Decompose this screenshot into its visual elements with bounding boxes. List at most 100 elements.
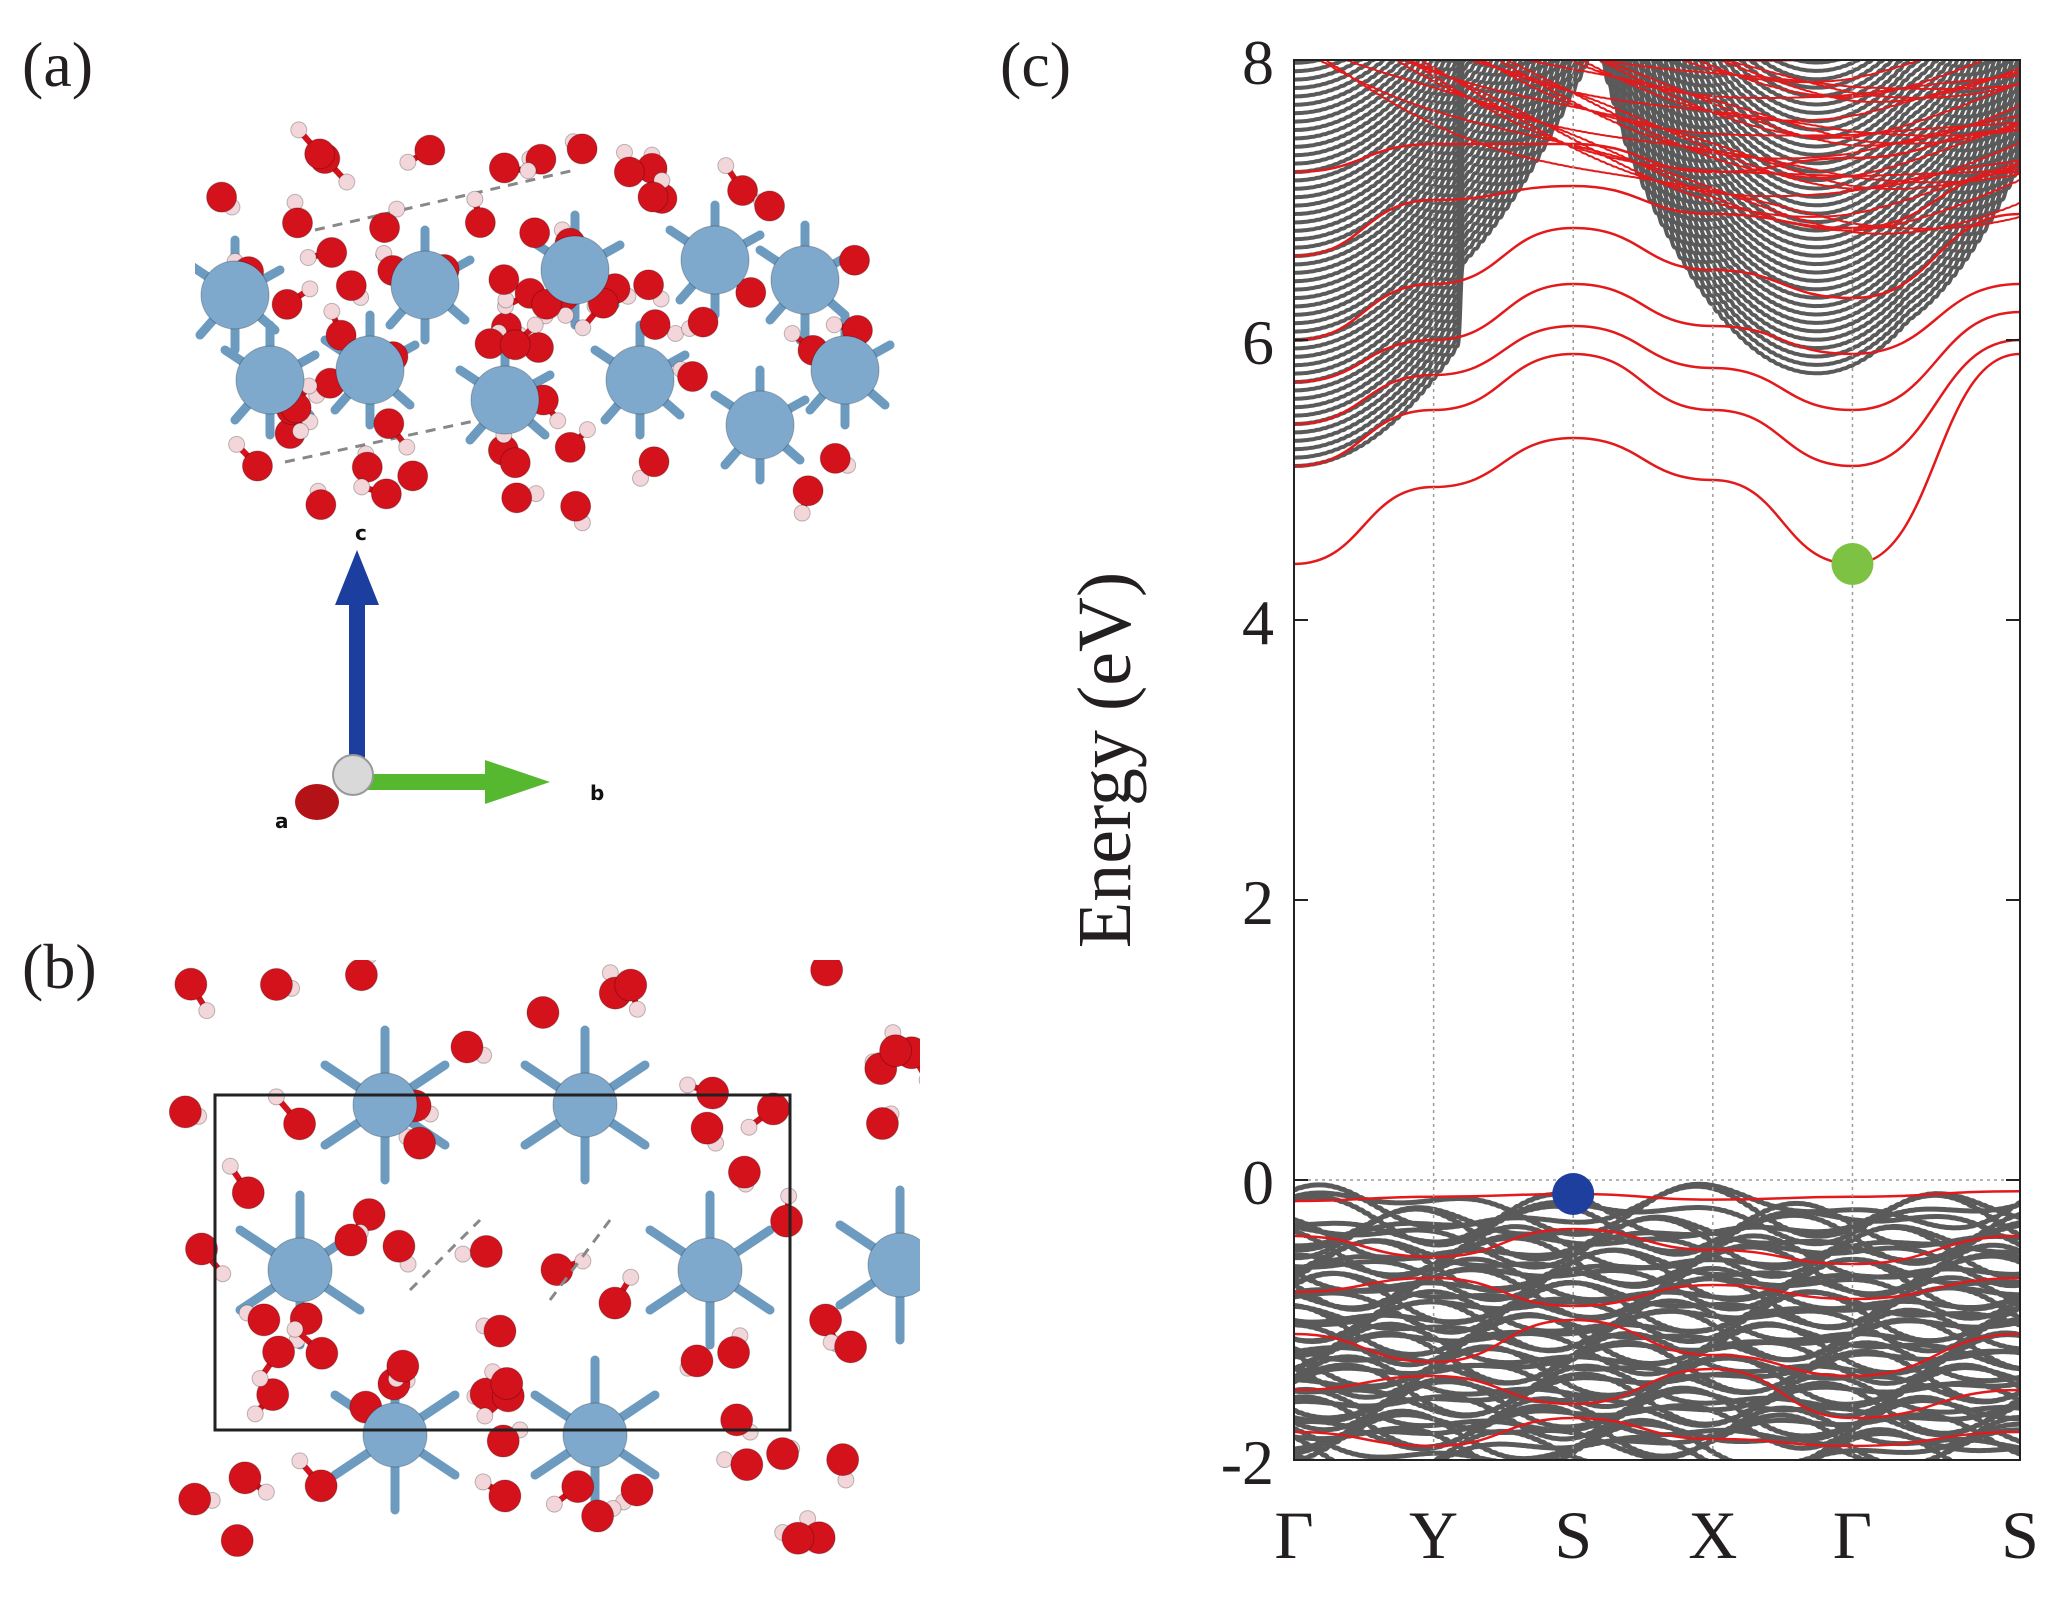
- k-point-label: Γ: [1833, 1497, 1872, 1573]
- y-tick-label: 6: [1242, 307, 1274, 378]
- structure-side-view: [195, 121, 895, 532]
- slab-conduction-band: [1294, 0, 2020, 21]
- oxygen-atom: [283, 1107, 317, 1141]
- hydrogen-atom: [301, 280, 319, 298]
- defect-conduction-band: [1476, 60, 2020, 137]
- oxygen-atom: [637, 181, 669, 213]
- oxygen-atom: [613, 156, 645, 188]
- hydrogen-atom: [198, 1002, 216, 1020]
- defect-conduction-band: [1716, 60, 2020, 103]
- hydrogen-atom: [338, 173, 356, 191]
- slab-conduction-band: [1294, 60, 2002, 326]
- slab-conduction-band: [1294, 60, 1940, 233]
- slab-conduction-band: [1294, 0, 2020, 54]
- hydrogen-atom: [398, 438, 416, 456]
- hydrogen-atom: [267, 1088, 285, 1106]
- hydrogen-atom: [574, 1252, 592, 1270]
- oxygen-atom: [247, 1303, 281, 1337]
- defect-conduction-band: [1580, 60, 2020, 122]
- metal-atom: [362, 1402, 428, 1468]
- slab-valence-band: [1294, 1267, 2020, 1322]
- oxygen-atom: [690, 1111, 724, 1145]
- metal-atom: [390, 250, 460, 320]
- hydrogen-atom: [292, 422, 310, 440]
- defect-conduction-band: [1481, 60, 2020, 137]
- y-tick-label: -2: [1221, 1427, 1274, 1498]
- hydrogen-atom: [622, 1268, 640, 1286]
- metal-atom: [235, 345, 305, 415]
- defect-valence-band: [1294, 1189, 2020, 1203]
- oxygen-atom: [680, 1344, 714, 1378]
- oxygen-atom: [262, 1335, 296, 1369]
- defect-conduction-band: [1294, 170, 2020, 258]
- hydrogen-atom: [221, 1157, 239, 1175]
- oxygen-atom: [730, 1448, 764, 1482]
- axis-c-arrowhead: [335, 550, 379, 605]
- oxygen-atom: [369, 212, 401, 244]
- oxygen-atom: [352, 1198, 386, 1232]
- slab-valence-band: [1294, 1242, 2020, 1303]
- oxygen-atom: [499, 329, 531, 361]
- defect-conduction-band: [1465, 60, 2020, 190]
- structure-top-view: [168, 960, 920, 1558]
- oxygen-atom: [727, 175, 759, 207]
- k-point-label: X: [1688, 1497, 1737, 1573]
- oxygen-atom: [490, 1366, 524, 1400]
- oxygen-atom: [397, 460, 429, 492]
- oxygen-atom: [403, 1126, 437, 1160]
- oxygen-atom: [560, 490, 592, 522]
- oxygen-atom: [781, 1521, 815, 1555]
- oxygen-atom: [185, 1232, 219, 1266]
- slab-conduction-band: [1294, 60, 1966, 267]
- oxygen-atom: [633, 269, 665, 301]
- cbm-marker: [1831, 543, 1874, 585]
- oxygen-atom: [483, 1314, 517, 1348]
- hydrogen-atom: [466, 190, 484, 208]
- hydrogen-atom: [632, 469, 650, 487]
- hydrogen-atom: [628, 1000, 646, 1018]
- slab-conduction-band: [1294, 60, 1922, 216]
- oxygen-atom: [696, 1076, 730, 1110]
- axis-b-label: b: [590, 781, 604, 805]
- defect-conduction-band: [1344, 60, 2020, 232]
- oxygen-atom: [334, 1223, 368, 1257]
- metal-atom: [770, 245, 840, 315]
- defect-conduction-band: [1294, 128, 2020, 174]
- axis-c-label: c: [355, 521, 367, 545]
- slab-conduction-band: [1294, 60, 1328, 65]
- oxygen-atom: [304, 138, 336, 170]
- metal-atom: [680, 225, 750, 295]
- oxygen-atom: [809, 1303, 843, 1337]
- oxygen-atom: [526, 995, 560, 1029]
- defect-conduction-band: [1294, 310, 2020, 426]
- defect-valence-band: [1294, 1227, 2020, 1266]
- oxygen-atom: [488, 1479, 522, 1513]
- atom-cluster: [168, 960, 920, 1558]
- oxygen-atom: [305, 1336, 339, 1370]
- oxygen-atom: [281, 207, 313, 239]
- slab-conduction-band: [1294, 60, 2020, 384]
- slab-valence-band: [1294, 1355, 2020, 1410]
- panel-c-label: (c): [1000, 29, 1072, 100]
- y-axis-label: Energy (eV): [1063, 572, 1147, 948]
- oxygen-atom: [316, 236, 348, 268]
- crystal-axes: c b a: [275, 521, 604, 833]
- oxygen-atom: [370, 478, 402, 510]
- hydrogen-atom: [574, 319, 592, 337]
- metal-atom: [470, 365, 540, 435]
- oxygen-atom: [373, 408, 405, 440]
- metal-atom: [540, 235, 610, 305]
- slab-conduction-band: [1294, 0, 2020, 38]
- oxygen-atom: [382, 1229, 416, 1263]
- metal-atom: [810, 335, 880, 405]
- slab-valence-band: [1294, 1414, 2020, 1460]
- hydrogen-atom: [399, 153, 417, 171]
- hydrogen-atom: [549, 412, 567, 430]
- slab-conduction-band: [1294, 0, 2020, 29]
- slab-valence-band: [1294, 1427, 1955, 1460]
- oxygen-atom: [620, 1473, 654, 1507]
- slab-conduction-band: [1294, 60, 1862, 166]
- k-point-label: S: [2001, 1497, 2039, 1573]
- oxygen-atom: [766, 1437, 800, 1471]
- slab-conduction-band: [1294, 60, 2020, 376]
